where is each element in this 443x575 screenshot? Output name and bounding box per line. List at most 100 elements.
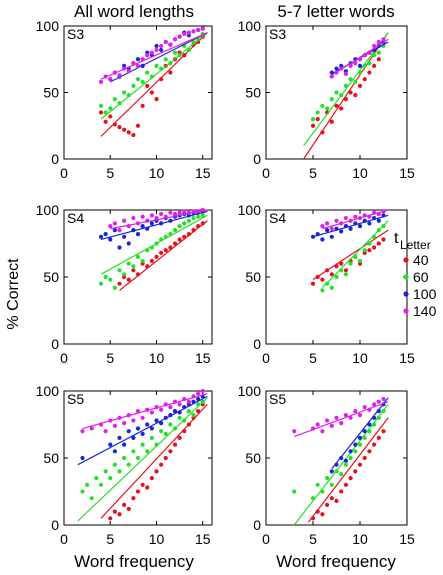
y-axis-label: % Correct: [5, 258, 22, 330]
x-tick-label: 15: [195, 165, 211, 181]
legend-label: 60: [413, 269, 429, 285]
data-point: [108, 277, 113, 282]
data-point: [343, 482, 348, 487]
data-point: [154, 254, 159, 259]
data-point: [131, 496, 136, 501]
data-point: [329, 469, 334, 474]
data-point: [159, 250, 164, 255]
data-point: [172, 442, 178, 447]
data-point: [343, 71, 348, 76]
fit-line: [109, 32, 208, 83]
series-3: [320, 209, 389, 231]
data-point: [103, 429, 108, 434]
data-point: [154, 418, 159, 423]
series-1: [98, 213, 208, 290]
data-point: [292, 489, 297, 494]
plot-frame: [63, 25, 213, 160]
data-point: [149, 213, 154, 218]
subject-label: S5: [67, 391, 84, 407]
data-point: [329, 496, 334, 501]
data-point: [191, 413, 196, 418]
data-point: [343, 462, 348, 467]
data-point: [343, 215, 348, 221]
data-point: [376, 415, 381, 420]
data-point: [362, 248, 367, 253]
fit-line: [312, 214, 389, 238]
data-point: [329, 482, 334, 487]
series-0: [307, 417, 389, 523]
data-point: [320, 288, 325, 293]
data-point: [182, 221, 187, 226]
data-point: [140, 214, 145, 219]
fit-line: [100, 210, 208, 241]
data-point: [372, 63, 377, 68]
x-tick-label: 10: [352, 165, 368, 181]
data-point: [126, 241, 131, 246]
data-point: [131, 449, 136, 454]
data-point: [329, 423, 334, 428]
x-tick-label: 15: [195, 350, 211, 366]
data-point: [186, 409, 191, 414]
data-point: [94, 476, 99, 481]
x-tick-label: 10: [352, 531, 368, 547]
data-point: [310, 117, 316, 122]
data-point: [348, 63, 353, 68]
legend-title-sub: Letter: [400, 238, 431, 252]
data-point: [191, 215, 196, 221]
series-3: [108, 207, 208, 233]
legend-marker: [403, 274, 409, 280]
data-point: [98, 79, 104, 84]
series-3: [98, 26, 208, 84]
data-point: [329, 226, 334, 231]
data-point: [159, 407, 164, 412]
data-point: [196, 409, 201, 414]
legend-marker: [403, 257, 409, 263]
x-tick-label: 0: [262, 165, 270, 181]
column-title-5-7-letter-words: 5-7 letter words: [277, 2, 394, 21]
x-tick-label: 10: [149, 350, 165, 366]
data-point: [376, 241, 381, 246]
series-0: [98, 32, 208, 138]
data-point: [145, 70, 150, 75]
data-point: [135, 254, 141, 259]
data-point: [117, 281, 122, 286]
data-point: [103, 274, 108, 280]
data-point: [140, 223, 145, 229]
data-point: [149, 476, 154, 481]
data-point: [362, 404, 367, 410]
data-point: [320, 429, 325, 434]
data-point: [163, 57, 168, 62]
data-point: [339, 261, 344, 266]
data-point: [159, 462, 164, 467]
data-point: [103, 119, 108, 124]
series-1: [77, 397, 208, 522]
data-point: [145, 83, 150, 88]
y-tick-label: 100: [238, 18, 262, 34]
legend-label: 40: [413, 252, 429, 268]
data-point: [108, 442, 113, 447]
data-point: [310, 281, 316, 286]
fit-line: [119, 220, 208, 291]
data-point: [140, 258, 145, 264]
data-point: [159, 211, 164, 217]
data-point: [122, 272, 127, 277]
series-2: [310, 213, 389, 242]
data-point: [177, 34, 182, 39]
data-point: [126, 261, 131, 266]
fit-line: [303, 32, 389, 160]
fit-line: [312, 229, 389, 281]
legend-marker: [403, 291, 409, 297]
data-point: [339, 421, 344, 426]
data-point: [159, 43, 164, 49]
data-point: [149, 258, 154, 264]
data-point: [103, 110, 108, 115]
data-point: [126, 506, 131, 512]
data-point: [159, 47, 164, 53]
data-point: [108, 77, 113, 82]
data-point: [149, 435, 154, 440]
data-point: [334, 66, 339, 71]
data-point: [122, 502, 127, 507]
data-point: [117, 435, 122, 440]
data-point: [376, 399, 381, 404]
subject-label: S4: [67, 210, 84, 226]
